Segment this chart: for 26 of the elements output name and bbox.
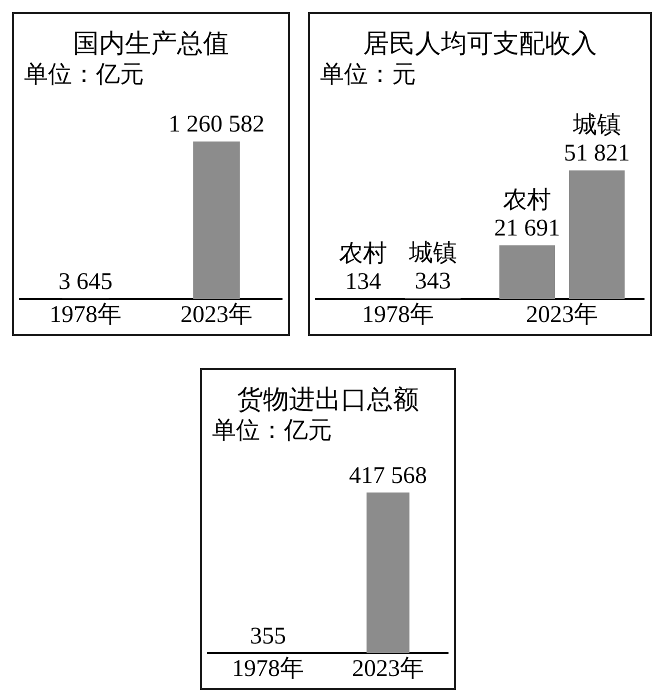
data-label: 21 691 bbox=[494, 216, 560, 242]
data-label: 51 821 bbox=[564, 140, 630, 167]
data-label: 343 bbox=[414, 268, 451, 295]
chart-subtitle: 单位：亿元 bbox=[23, 61, 145, 90]
text: 农村 bbox=[503, 188, 552, 214]
x-tick-label: 1978年 bbox=[232, 656, 304, 682]
x-tick-label: 2023年 bbox=[352, 656, 424, 682]
series-label: 农村 bbox=[339, 241, 388, 268]
data-label: 417 568 bbox=[349, 462, 427, 489]
chart-subtitle: 单位：元 bbox=[319, 61, 417, 90]
x-tick-label: 2023年 bbox=[180, 302, 252, 328]
series-label: 城镇 bbox=[408, 240, 457, 267]
data-label: 134 bbox=[345, 269, 382, 296]
data-label: 355 bbox=[250, 623, 286, 650]
chart-subtitle: 单位：亿元 bbox=[211, 417, 333, 446]
data-label: 1 260 582 bbox=[168, 112, 264, 138]
bar bbox=[568, 170, 625, 300]
chart-title: 居民人均可支配收入 bbox=[362, 28, 598, 60]
data-label: 3 645 bbox=[58, 269, 112, 296]
text: 城镇 bbox=[572, 112, 621, 139]
x-tick-label: 1978年 bbox=[50, 302, 122, 328]
x-tick-label: 1978年 bbox=[362, 302, 434, 328]
bar bbox=[499, 245, 556, 300]
x-tick-label: 2023年 bbox=[526, 302, 598, 328]
chart-title: 国内生产总值 bbox=[72, 28, 230, 60]
chart-title: 货物进出口总额 bbox=[236, 384, 420, 416]
